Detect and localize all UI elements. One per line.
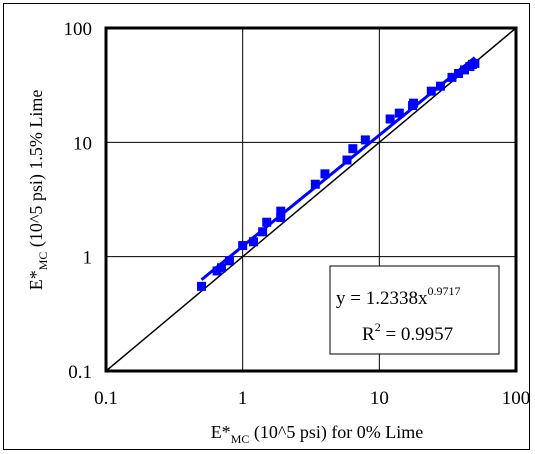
x-axis-tick-labels: 0.1 1 10 100 bbox=[94, 388, 530, 409]
data-point bbox=[385, 114, 395, 124]
regression-equation-box: y = 1.2338x0.9717 R2 = 0.9957 bbox=[329, 265, 500, 355]
y-tick-label: 0.1 bbox=[68, 362, 92, 383]
data-point bbox=[248, 237, 258, 247]
y-tick-label: 10 bbox=[73, 133, 92, 154]
identity-line-group bbox=[105, 27, 517, 372]
chart-frame: 0.1 1 10 100 0.1 1 10 100 E*MC (10^5 psi) for … bbox=[3, 3, 530, 450]
y-axis-title: E*MC (10^5 psi) 1.5% Lime bbox=[26, 90, 50, 291]
data-point bbox=[447, 72, 457, 82]
x-tick-label: 100 bbox=[502, 388, 531, 409]
data-point bbox=[224, 256, 234, 266]
x-axis-title: E*MC (10^5 psi) for 0% Lime bbox=[211, 422, 424, 446]
data-point bbox=[426, 86, 436, 96]
data-points bbox=[197, 58, 480, 291]
y-tick-label: 1 bbox=[83, 248, 93, 269]
plot-area-border bbox=[104, 26, 518, 373]
data-point bbox=[197, 281, 207, 291]
data-point bbox=[435, 81, 445, 91]
data-point bbox=[409, 98, 419, 108]
r-squared-value: R2 = 0.9957 bbox=[362, 320, 453, 345]
x-tick-label: 0.1 bbox=[94, 388, 118, 409]
data-point bbox=[454, 68, 464, 78]
data-point bbox=[258, 227, 268, 237]
data-point bbox=[238, 241, 248, 251]
data-point bbox=[310, 179, 320, 189]
y-axis-tick-labels: 0.1 1 10 100 bbox=[64, 19, 93, 383]
data-point bbox=[342, 155, 352, 165]
chart-svg: 0.1 1 10 100 0.1 1 10 100 E*MC (10^5 psi) for … bbox=[26, 19, 530, 446]
y-tick-label: 100 bbox=[64, 19, 93, 40]
x-tick-label: 10 bbox=[370, 388, 389, 409]
data-point bbox=[320, 169, 330, 179]
data-point bbox=[276, 213, 286, 223]
regression-equation: y = 1.2338x0.9717 bbox=[336, 284, 460, 309]
data-point bbox=[348, 144, 358, 154]
data-point bbox=[394, 108, 404, 118]
x-tick-label: 1 bbox=[238, 388, 248, 409]
identity-line bbox=[105, 27, 517, 372]
data-point bbox=[276, 206, 286, 216]
data-point bbox=[470, 58, 480, 68]
data-point bbox=[262, 217, 272, 227]
data-point bbox=[460, 65, 470, 75]
data-point bbox=[216, 263, 226, 273]
data-point bbox=[360, 135, 370, 145]
